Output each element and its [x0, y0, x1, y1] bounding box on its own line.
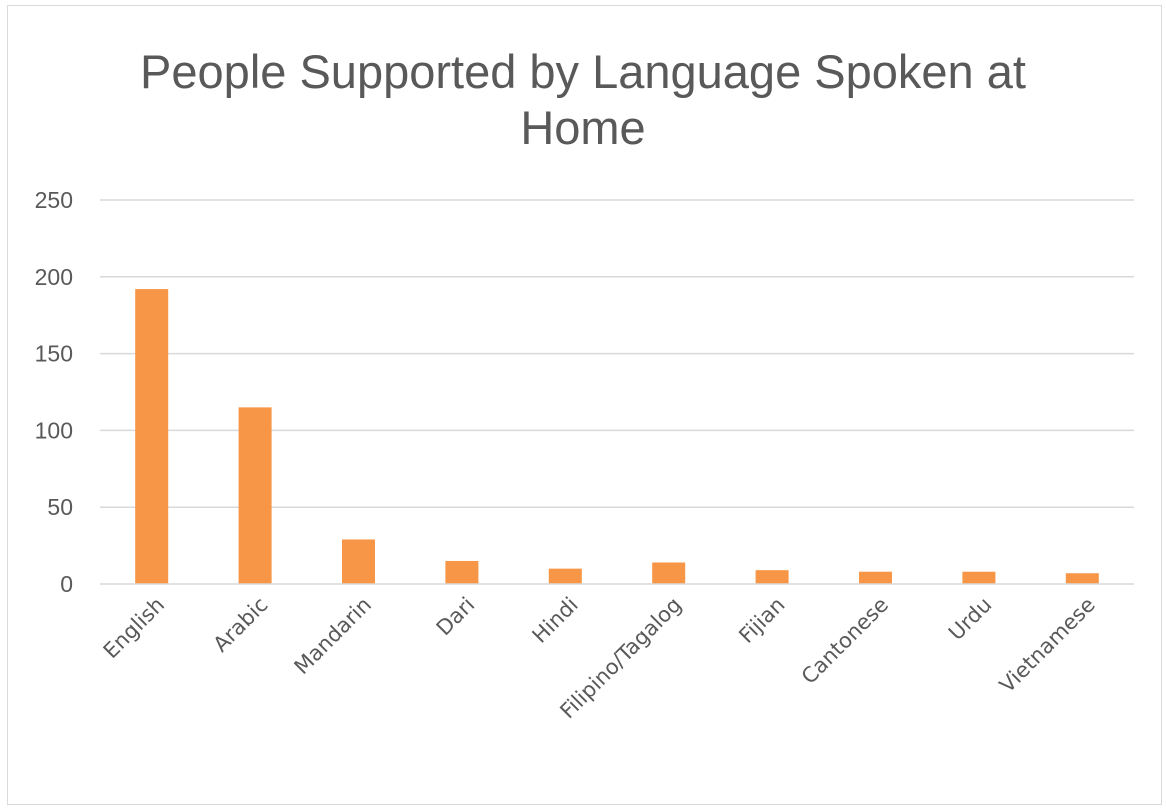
bar-arabic: [238, 407, 272, 584]
y-tick-label: 250: [35, 187, 73, 213]
y-tick-label: 100: [35, 417, 73, 443]
x-tick-label: Hindi: [528, 593, 583, 648]
x-tick-label: Mandarin: [290, 593, 376, 679]
bar-english: [135, 289, 169, 584]
x-tick-label: Vietnamese: [995, 593, 1100, 698]
bar-dari: [445, 560, 479, 584]
chart-title-line-1: People Supported by Language Spoken at: [140, 45, 1026, 98]
y-tick-label: 0: [60, 571, 73, 597]
bars: [135, 289, 1099, 584]
gridlines: [100, 199, 1134, 508]
bar-filipino-tagalog: [652, 562, 686, 584]
x-tick-label: Fijian: [734, 593, 789, 648]
y-axis-ticks: 0 50 100 150 200 250: [35, 187, 73, 597]
x-axis-ticks: English Arabic Mandarin Dari HindiFilipino/T…: [99, 593, 1100, 724]
bar-vietnamese: [1065, 573, 1099, 584]
chart-frame: [7, 5, 1162, 805]
bar-hindi: [548, 568, 582, 584]
bar-urdu: [962, 571, 996, 584]
x-tick-label: English: [99, 593, 170, 664]
y-tick-label: 50: [47, 494, 73, 520]
x-tick-label: Urdu: [944, 593, 997, 646]
bar-cantonese: [859, 571, 892, 584]
x-tick-label: Dari: [432, 593, 480, 641]
bar-fijian: [755, 570, 789, 584]
bar-mandarin: [342, 539, 375, 584]
y-tick-label: 200: [35, 264, 73, 290]
y-tick-label: 150: [35, 341, 73, 367]
x-tick-label: Arabic: [209, 593, 273, 657]
chart-title-line-2: Home: [520, 101, 646, 154]
chart-title: People Supported by Language Spoken at H…: [0, 44, 1166, 156]
x-tick-label: Cantonese: [797, 593, 893, 689]
